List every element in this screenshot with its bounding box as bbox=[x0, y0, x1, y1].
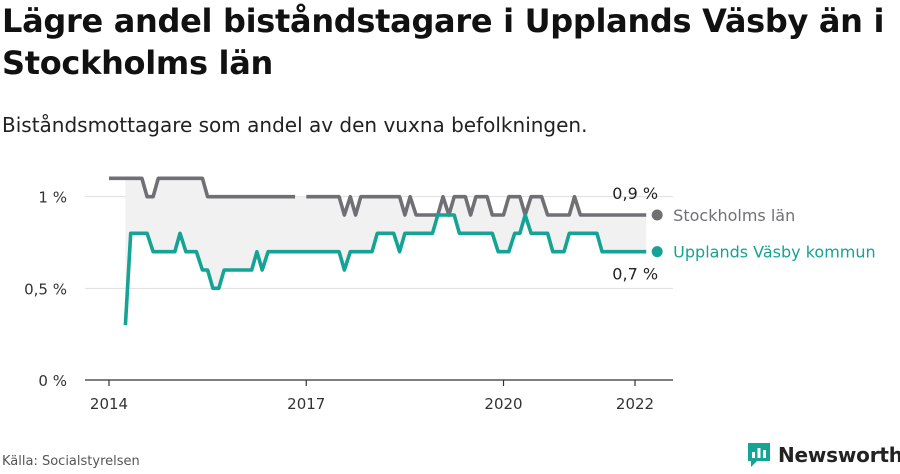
x-tick-label: 2022 bbox=[616, 395, 654, 413]
chart-subtitle: Biståndsmottagare som andel av den vuxna… bbox=[2, 113, 588, 137]
source-note: Källa: Socialstyrelsen bbox=[2, 454, 140, 469]
x-axis: 2014 2017 2020 2022 bbox=[85, 379, 673, 413]
brand-name: Newsworthy bbox=[778, 443, 900, 467]
end-value-label-upplands-vasby: 0,7 % bbox=[612, 265, 658, 284]
end-value-label-stockholm: 0,9 % bbox=[612, 184, 658, 203]
series-line-stockholm bbox=[109, 176, 647, 217]
x-tick-label: 2020 bbox=[484, 395, 522, 413]
label-layer: 0,9 % Stockholms län Upplands Väsby kommun… bbox=[612, 184, 875, 284]
y-tick-label: 0,5 % bbox=[24, 280, 67, 298]
series-line-upplands-vasby bbox=[123, 213, 647, 326]
gap-band-area bbox=[125, 178, 647, 325]
y-tick-label: 0 % bbox=[38, 372, 67, 390]
series-name-label-upplands-vasby: Upplands Väsby kommun bbox=[673, 243, 875, 262]
series-end-dot bbox=[651, 209, 663, 221]
series-end-dot bbox=[651, 246, 663, 258]
y-tick-label: 1 % bbox=[38, 189, 67, 207]
series-layer bbox=[109, 176, 663, 326]
series-name-label-stockholm: Stockholms län bbox=[673, 206, 795, 225]
chart-title: Lägre andel biståndstagare i Upplands Vä… bbox=[2, 2, 885, 82]
newsworthy-logo[interactable]: Newsworthy bbox=[746, 441, 900, 469]
x-tick-label: 2014 bbox=[90, 395, 128, 413]
newsworthy-logo-icon bbox=[748, 443, 770, 467]
x-tick-label: 2017 bbox=[287, 395, 325, 413]
